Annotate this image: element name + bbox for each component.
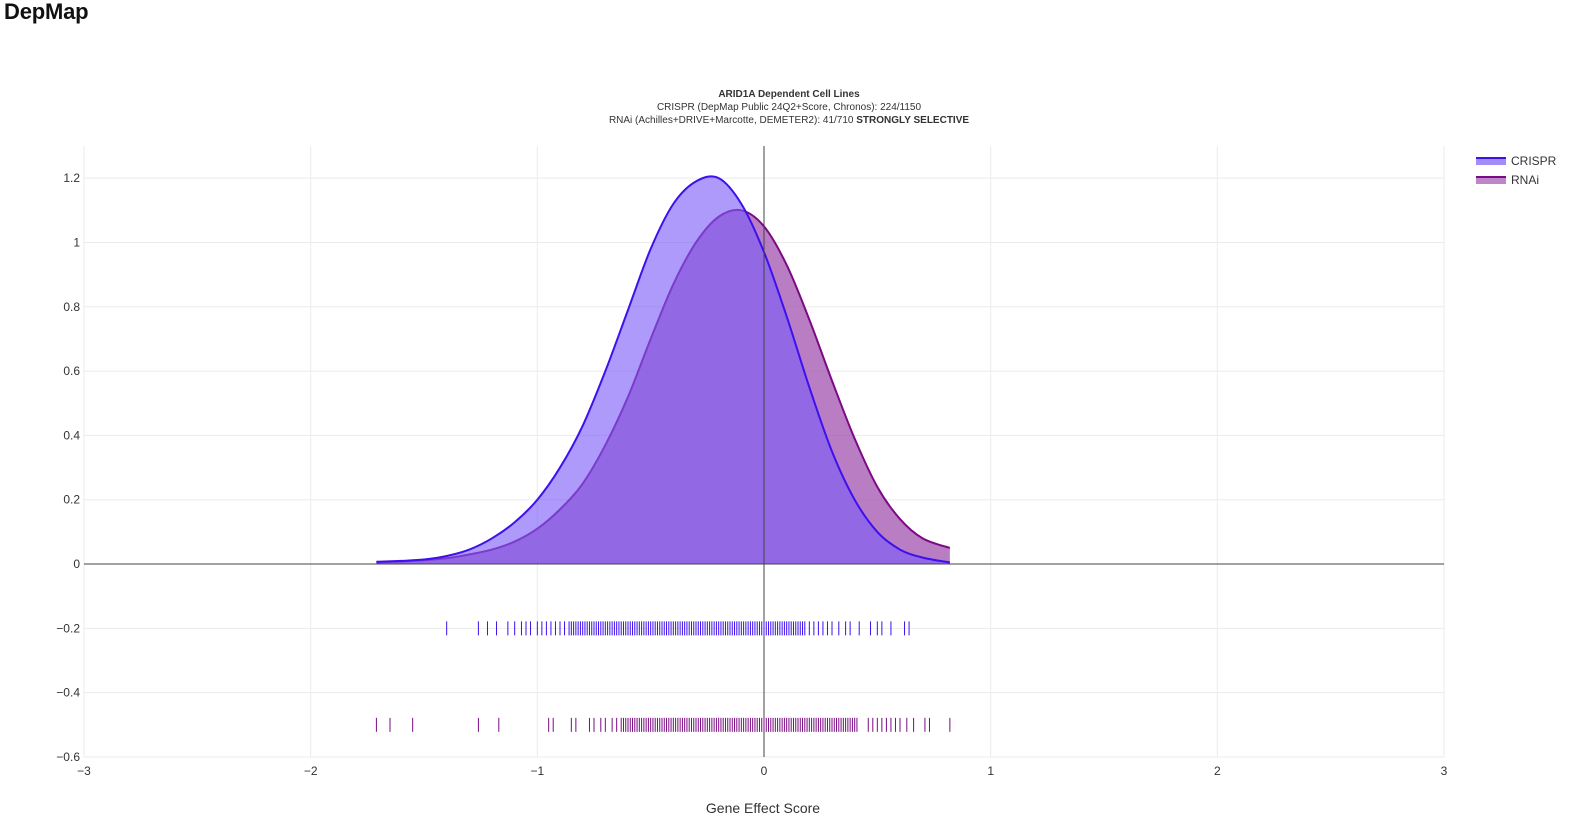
legend-item-rnai[interactable]: RNAi xyxy=(1476,173,1539,187)
rnai-legend-label: RNAi xyxy=(1511,173,1539,187)
chart-title: ARID1A Dependent Cell Lines xyxy=(718,89,860,100)
crispr-legend-swatch xyxy=(1476,157,1506,165)
y-tick-label: −0.6 xyxy=(56,750,80,764)
x-tick-label: 3 xyxy=(1441,764,1448,778)
y-tick-label: −0.4 xyxy=(56,686,80,700)
crispr-density-line xyxy=(376,175,951,564)
y-tick-label: −0.2 xyxy=(56,621,80,635)
x-tick-label: 1 xyxy=(987,764,994,778)
legend-item-crispr[interactable]: CRISPR xyxy=(1476,154,1557,168)
y-tick-label: 0.8 xyxy=(63,300,80,314)
subtitle-rnai-text: RNAi (Achilles+DRIVE+Marcotte, DEMETER2)… xyxy=(609,115,856,126)
rug-plots xyxy=(375,621,951,732)
app-title: DepMap xyxy=(4,0,89,24)
x-axis-ticks: −3 −2 −1 0 1 2 3 xyxy=(77,764,1448,778)
chart-subtitle-crispr: CRISPR (DepMap Public 24Q2+Score, Chrono… xyxy=(657,102,922,113)
y-tick-label: 1.2 xyxy=(63,171,80,185)
legend[interactable]: CRISPR RNAi xyxy=(1476,154,1557,187)
y-tick-label: 1 xyxy=(73,235,80,249)
strongly-selective-label: STRONGLY SELECTIVE xyxy=(856,115,969,126)
chart-titles: ARID1A Dependent Cell Lines CRISPR (DepM… xyxy=(609,89,969,126)
x-tick-label: −2 xyxy=(304,764,318,778)
x-tick-label: 0 xyxy=(761,764,768,778)
y-axis-ticks: 1.2 1 0.8 0.6 0.4 0.2 0 −0.2 −0.4 −0.6 xyxy=(56,171,80,764)
y-tick-label: 0.2 xyxy=(63,493,80,507)
subtitle-crispr-text: CRISPR (DepMap Public 24Q2+Score, Chrono… xyxy=(657,102,922,113)
x-tick-label: −3 xyxy=(77,764,91,778)
y-tick-label: 0.4 xyxy=(63,428,80,442)
crispr-legend-label: CRISPR xyxy=(1511,154,1557,168)
y-tick-label: 0 xyxy=(73,557,80,571)
rnai-legend-swatch xyxy=(1476,176,1506,184)
crispr-density-area xyxy=(376,176,950,565)
y-tick-label: 0.6 xyxy=(63,364,80,378)
x-axis-title: Gene Effect Score xyxy=(706,800,820,816)
chart-subtitle-rnai: RNAi (Achilles+DRIVE+Marcotte, DEMETER2)… xyxy=(609,115,969,126)
x-tick-label: 2 xyxy=(1214,764,1221,778)
x-tick-label: −1 xyxy=(530,764,544,778)
density-areas xyxy=(376,175,951,565)
zero-lines xyxy=(84,146,1444,757)
